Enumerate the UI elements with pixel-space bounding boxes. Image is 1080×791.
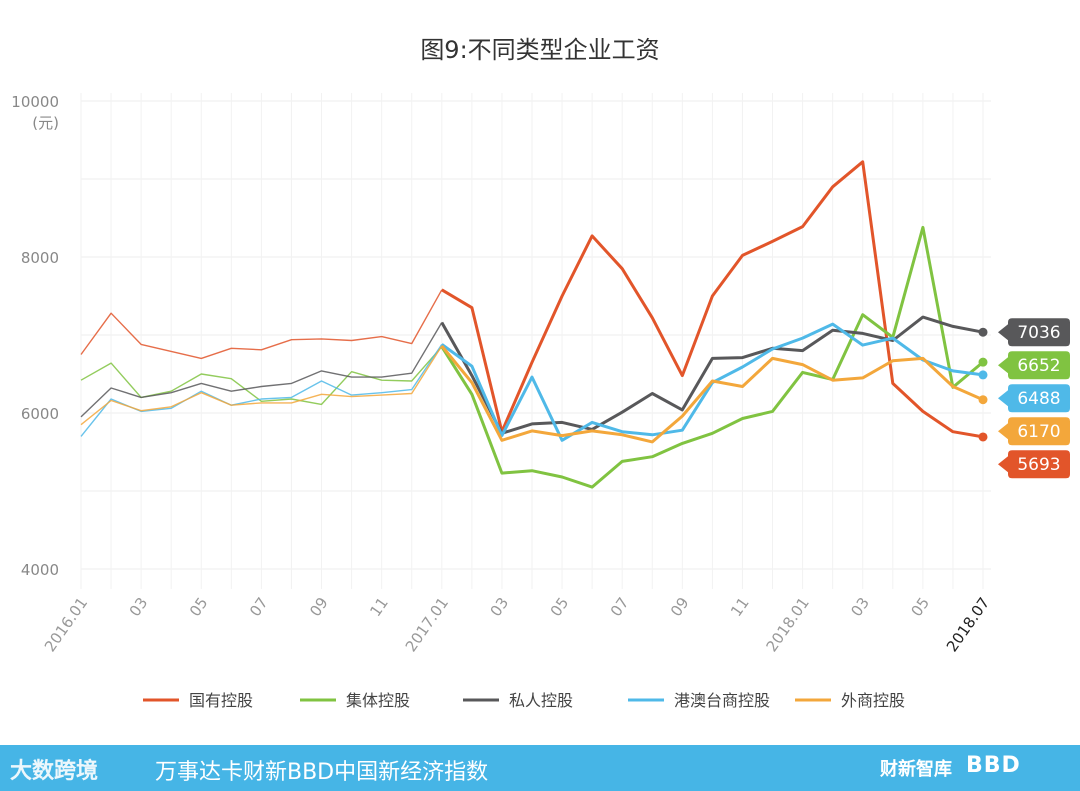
legend-label: 私人控股 [509, 691, 573, 710]
series-lines [80, 160, 988, 489]
legend-item: 港澳台商控股 [628, 691, 770, 710]
end-labels: 7036 6652 6488 6170 5693 [998, 318, 1070, 479]
grid [80, 93, 991, 589]
end-label-bg [998, 384, 1070, 413]
x-tick-label: 03 [126, 594, 152, 620]
legend-label: 集体控股 [346, 691, 410, 710]
x-tick-label: 2016.01 [41, 594, 91, 655]
legend-label: 国有控股 [189, 691, 253, 710]
end-label-value: 5693 [1017, 455, 1060, 475]
y-tick-label: 6000 [21, 405, 59, 423]
footer-right-logo-bbd: BBD [966, 753, 1021, 778]
series-line-2016 [80, 344, 443, 437]
end-label-tag: 5693 [998, 450, 1070, 479]
series-2 [80, 315, 988, 435]
y-tick-label: 10000 [11, 93, 59, 111]
series-end-point [978, 327, 988, 337]
series-line [440, 315, 984, 435]
x-axis: 2016.01 03 05 07 09 11 2017.01 03 05 07 09 11 2018.0… [41, 594, 993, 655]
x-tick-label: 05 [186, 594, 212, 620]
end-label-bg [998, 450, 1070, 479]
series-end-point [978, 370, 988, 380]
end-label-tag: 7036 [998, 318, 1070, 347]
end-label-bg [998, 351, 1070, 380]
legend-item: 国有控股 [143, 691, 253, 710]
footer-right-logo-caixin: 财新智库 [880, 759, 952, 780]
y-axis-unit: (元) [32, 114, 59, 132]
x-tick-label: 09 [306, 594, 332, 620]
series-4 [80, 344, 988, 444]
x-tick-label: 07 [607, 594, 633, 620]
x-tick-label: 05 [547, 594, 573, 620]
x-tick-label: 03 [847, 594, 873, 620]
x-tick-label: 05 [907, 594, 933, 620]
series-end-point [978, 432, 988, 442]
x-tick-label: 11 [366, 594, 392, 620]
end-label-value: 6488 [1017, 389, 1060, 409]
legend: 国有控股 集体控股 私人控股 港澳台商控股 外商控股 [143, 691, 905, 710]
series-line-2016 [80, 322, 443, 418]
footer-bar: 大数跨境 万事达卡财新BBD中国新经济指数 财新智库 BBD [0, 745, 1080, 791]
x-tick-label: 11 [727, 594, 753, 620]
x-tick-label: 07 [246, 594, 272, 620]
x-tick-label: 2018.07 [943, 594, 993, 655]
x-tick-label: 09 [667, 594, 693, 620]
legend-item: 外商控股 [795, 691, 905, 710]
end-label-tag: 6488 [998, 384, 1070, 413]
footer-left-logo: 大数跨境 [10, 759, 99, 784]
series-line [440, 344, 984, 444]
series-end-point [978, 395, 988, 405]
legend-label: 外商控股 [841, 691, 905, 710]
end-label-value: 6170 [1017, 422, 1060, 442]
series-line-2016 [80, 289, 443, 360]
end-label-bg [998, 417, 1070, 446]
y-tick-label: 4000 [21, 561, 59, 579]
end-label-tag: 6170 [998, 417, 1070, 446]
y-axis: 10000 8000 6000 4000 (元) [11, 93, 59, 579]
end-label-value: 6652 [1017, 356, 1060, 376]
legend-item: 集体控股 [300, 691, 410, 710]
series-line-2016 [80, 345, 443, 426]
footer-brand-text: 万事达卡财新BBD中国新经济指数 [155, 760, 489, 785]
x-tick-label: 2017.01 [402, 594, 452, 655]
series-0 [80, 160, 988, 442]
y-tick-label: 8000 [21, 249, 59, 267]
series-end-point [978, 357, 988, 367]
legend-label: 港澳台商控股 [674, 691, 770, 710]
end-label-bg [998, 318, 1070, 347]
end-label-value: 7036 [1017, 323, 1060, 343]
series-line [441, 160, 984, 439]
end-label-tag: 6652 [998, 351, 1070, 380]
legend-item: 私人控股 [463, 691, 573, 710]
x-tick-label: 2018.01 [763, 594, 813, 655]
chart-title: 图9:不同类型企业工资 [420, 36, 660, 64]
x-tick-label: 03 [487, 594, 513, 620]
